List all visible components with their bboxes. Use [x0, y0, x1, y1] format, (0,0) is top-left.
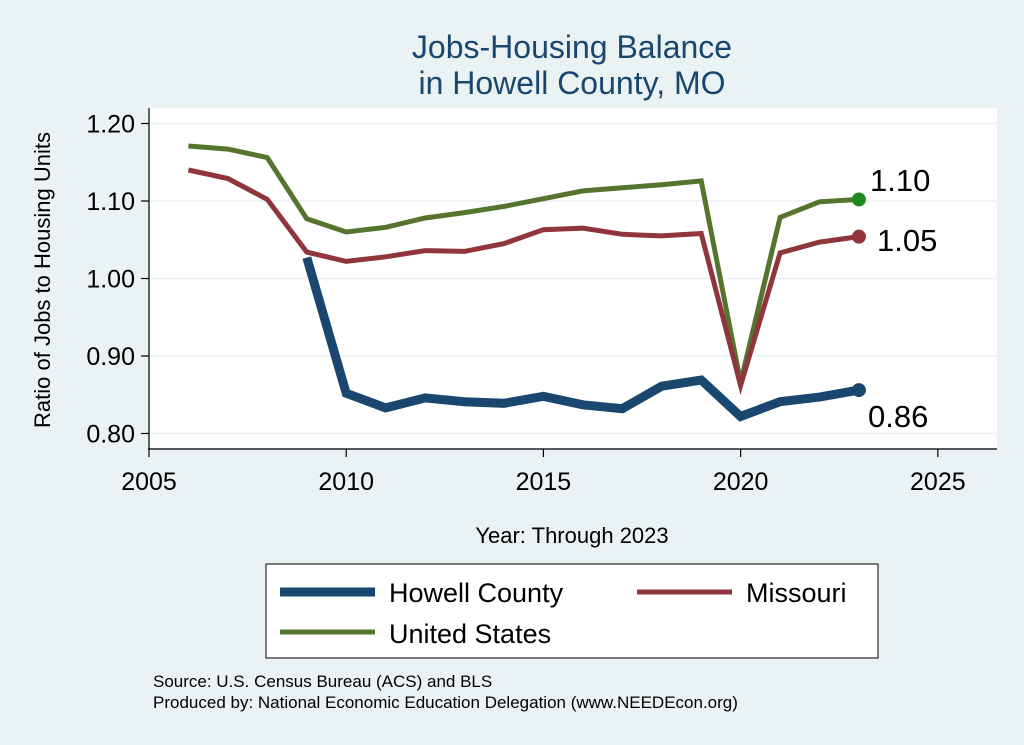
producer-note: Produced by: National Economic Education… — [153, 693, 738, 712]
legend-label-missouri: Missouri — [746, 578, 847, 608]
series-lines — [187, 143, 860, 422]
y-tick-label-0-9: 0.90 — [86, 343, 135, 371]
y-tick-label-1: 1.00 — [86, 266, 135, 294]
end-label-united-states: 1.10 — [870, 163, 930, 198]
x-tick-label-2010: 2010 — [318, 468, 374, 496]
end-label-missouri: 1.05 — [877, 223, 937, 258]
x-tick-label-2015: 2015 — [516, 468, 572, 496]
x-tick-label-2025: 2025 — [910, 468, 966, 496]
y-tick-label-0-8: 0.80 — [86, 421, 135, 449]
y-tick-label-1-2: 1.20 — [86, 111, 135, 139]
x-tick-label-2005: 2005 — [121, 468, 177, 496]
source-note: Source: U.S. Census Bureau (ACS) and BLS — [153, 672, 492, 691]
y-tick-label-1-1: 1.10 — [86, 188, 135, 216]
end-label-howell-county: 0.86 — [868, 399, 928, 434]
y-axis-title: Ratio of Jobs to Housing Units — [30, 132, 55, 428]
axis-ticks: 0.80 0.90 1.00 1.10 1.20 2005 2010 2015 2020 2025 — [86, 111, 965, 497]
chart-title-line-1: Jobs-Housing Balance — [412, 29, 732, 65]
chart-title-line-2: in Howell County, MO — [418, 65, 725, 101]
end-markers — [851, 192, 866, 398]
x-axis-title: Year: Through 2023 — [475, 523, 668, 548]
end-marker-missouri — [851, 229, 866, 244]
end-marker-united-states — [851, 192, 866, 207]
end-marker-howell-county — [851, 383, 866, 398]
x-tick-label-2020: 2020 — [713, 468, 769, 496]
legend: Howell County Missouri United States — [265, 563, 879, 659]
series-line-howell-county — [302, 256, 860, 422]
legend-box — [265, 563, 879, 659]
legend-label-united-states: United States — [389, 619, 551, 649]
gridlines — [149, 122, 997, 435]
legend-label-howell-county: Howell County — [389, 578, 564, 608]
series-line-missouri — [187, 167, 860, 395]
